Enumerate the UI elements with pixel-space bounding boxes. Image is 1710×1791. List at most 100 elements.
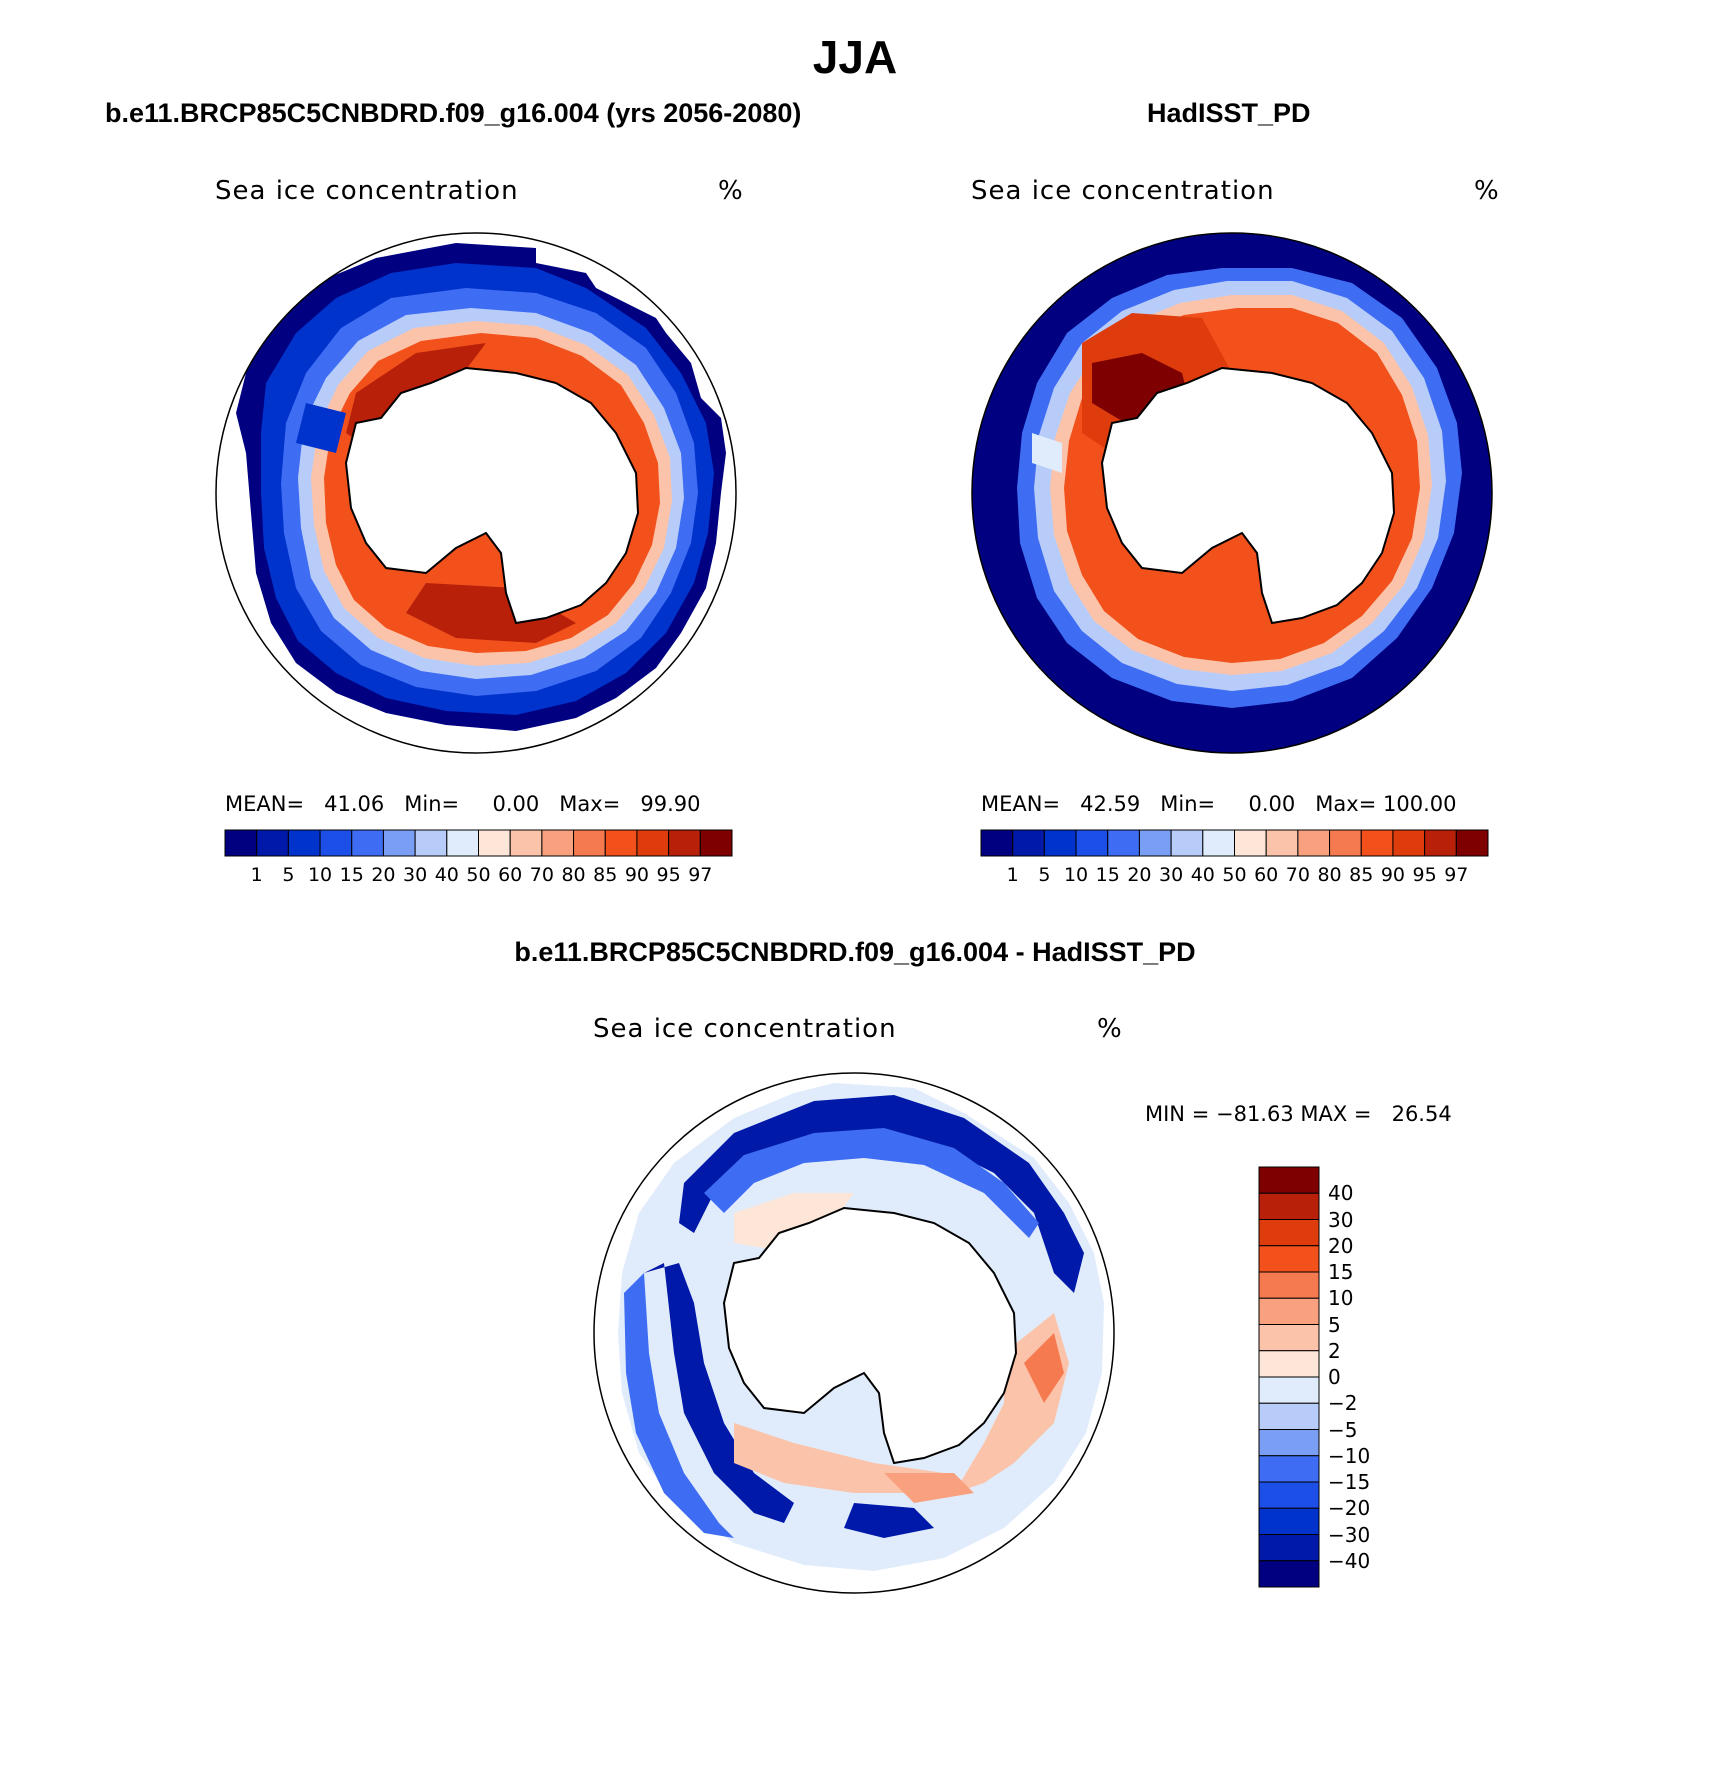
model-colorbar	[224, 829, 733, 857]
model-colorbar-tick-label: 85	[593, 864, 618, 886]
obs-panel-title: HadISST_PD	[1147, 98, 1311, 128]
obs-colorbar-box	[1012, 829, 1045, 857]
model-colorbar-tick-label: 95	[656, 864, 681, 886]
difference-colorbar-tick-label: −10	[1328, 1443, 1371, 1468]
obs-max-label: Max=	[1315, 792, 1377, 816]
obs-colorbar-tick-label: 20	[1127, 864, 1152, 886]
difference-colorbar-tick-label: 40	[1328, 1181, 1354, 1206]
obs-min-label: Min=	[1160, 792, 1216, 816]
obs-colorbar-tick-label: 70	[1285, 864, 1310, 886]
difference-panel-title: b.e11.BRCP85C5CNBDRD.f09_g16.004 - HadIS…	[514, 937, 1196, 967]
difference-colorbar-box	[1258, 1219, 1320, 1247]
model-colorbar-tick-label: 97	[688, 864, 713, 886]
obs-colorbar-box	[1043, 829, 1077, 857]
difference-colorbar-tick-label: 0	[1328, 1365, 1341, 1389]
model-colorbar-tick-label: 1	[250, 864, 263, 886]
model-colorbar-box	[351, 829, 384, 857]
model-colorbar-tick-label: 50	[466, 864, 491, 886]
model-colorbar-box	[668, 829, 701, 857]
difference-colorbar-box	[1258, 1350, 1320, 1378]
model-max-label: Max=	[559, 792, 621, 816]
obs-colorbar-box	[1392, 829, 1426, 857]
difference-colorbar	[1258, 1166, 1320, 1588]
difference-colorbar-tick-label: −20	[1328, 1496, 1371, 1521]
difference-polar-map	[593, 1072, 1115, 1594]
difference-variable-label: Sea ice concentration	[593, 1014, 897, 1044]
obs-colorbar-box	[1202, 829, 1235, 857]
obs-units-label: %	[1474, 176, 1500, 206]
model-colorbar-box	[509, 829, 543, 857]
model-colorbar-tick-label: 40	[434, 864, 459, 886]
model-mean-label: MEAN=	[225, 792, 305, 816]
model-colorbar-box	[699, 829, 733, 857]
obs-colorbar-box	[980, 829, 1014, 857]
model-colorbar-box	[573, 829, 606, 857]
obs-colorbar-tick-label: 80	[1317, 864, 1342, 886]
obs-colorbar-tick-label: 10	[1063, 864, 1089, 886]
model-colorbar-box	[478, 829, 511, 857]
model-ice-field	[236, 243, 726, 731]
model-colorbar-box	[446, 829, 479, 857]
difference-colorbar-tick-label: 5	[1328, 1312, 1341, 1337]
obs-colorbar-box	[1234, 829, 1267, 857]
difference-colorbar-box	[1258, 1429, 1320, 1457]
obs-polar-map	[971, 232, 1493, 754]
obs-colorbar-tick-label: 5	[1038, 864, 1051, 886]
model-colorbar-tick-label: 60	[498, 864, 523, 886]
difference-colorbar-tick-label: −40	[1328, 1548, 1371, 1573]
model-colorbar-box	[541, 829, 575, 857]
difference-colorbar-tick-label: −5	[1328, 1417, 1358, 1442]
obs-colorbar-tick-label: 60	[1254, 864, 1279, 886]
model-min-label: Min=	[404, 792, 460, 816]
obs-colorbar-tick-label: 90	[1380, 864, 1406, 886]
model-colorbar-box	[224, 829, 258, 857]
difference-colorbar-box	[1258, 1455, 1320, 1483]
model-colorbar-tick-label: 30	[403, 864, 428, 886]
difference-stats: MIN = −81.63 MAX = 26.54	[1145, 1102, 1452, 1126]
difference-colorbar-box	[1258, 1402, 1320, 1430]
model-stats: MEAN= 41.06 Min= 0.00 Max= 99.90	[225, 792, 700, 816]
difference-colorbar-tick-label: 15	[1328, 1260, 1354, 1284]
difference-colorbar-box	[1258, 1245, 1320, 1273]
model-colorbar-box	[287, 829, 321, 857]
obs-colorbar-box	[1424, 829, 1457, 857]
model-colorbar-tick-label: 10	[307, 864, 333, 886]
obs-colorbar-box	[1265, 829, 1299, 857]
figure-title: JJA	[812, 31, 898, 83]
difference-colorbar-box	[1258, 1560, 1320, 1588]
obs-variable-label: Sea ice concentration	[971, 176, 1275, 206]
difference-colorbar-box	[1258, 1324, 1320, 1352]
obs-mean-value: 42.59	[1080, 792, 1141, 816]
difference-colorbar-box	[1258, 1297, 1320, 1325]
obs-stats: MEAN= 42.59 Min= 0.00 Max= 100.00	[981, 792, 1456, 816]
obs-min-value: 0.00	[1248, 792, 1296, 816]
difference-colorbar-tick-label: −30	[1328, 1522, 1371, 1547]
model-colorbar-box	[604, 829, 638, 857]
difference-colorbar-box	[1258, 1192, 1320, 1220]
obs-colorbar-tick-label: 1	[1006, 864, 1019, 886]
difference-colorbar-tick-label: 2	[1328, 1338, 1341, 1363]
difference-colorbar-tick-label: 30	[1328, 1207, 1354, 1232]
obs-colorbar-tick-label: 50	[1222, 864, 1247, 886]
difference-max-label: MAX =	[1300, 1102, 1372, 1126]
model-variable-label: Sea ice concentration	[215, 176, 519, 206]
obs-colorbar-box	[1107, 829, 1140, 857]
obs-colorbar-tick-label: 97	[1444, 864, 1469, 886]
difference-field	[618, 1083, 1104, 1571]
model-colorbar-box	[319, 829, 353, 857]
obs-colorbar-box	[1297, 829, 1331, 857]
model-panel-title: b.e11.BRCP85C5CNBDRD.f09_g16.004 (yrs 20…	[105, 98, 802, 128]
model-colorbar-tick-label: 20	[371, 864, 396, 886]
model-colorbar-tick-label: 70	[529, 864, 554, 886]
obs-max-value: 100.00	[1383, 792, 1457, 816]
difference-colorbar-box	[1258, 1271, 1320, 1299]
difference-colorbar-tick-label: 10	[1328, 1286, 1354, 1311]
difference-min-value: −81.63	[1215, 1102, 1294, 1126]
difference-colorbar-tick-label: −15	[1328, 1470, 1371, 1494]
difference-max-value: 26.54	[1391, 1102, 1452, 1126]
obs-colorbar-box	[1170, 829, 1204, 857]
difference-units-label: %	[1097, 1014, 1123, 1044]
model-colorbar-box	[636, 829, 670, 857]
model-colorbar-tick-label: 15	[339, 864, 364, 886]
model-colorbar-tick-label: 80	[561, 864, 586, 886]
